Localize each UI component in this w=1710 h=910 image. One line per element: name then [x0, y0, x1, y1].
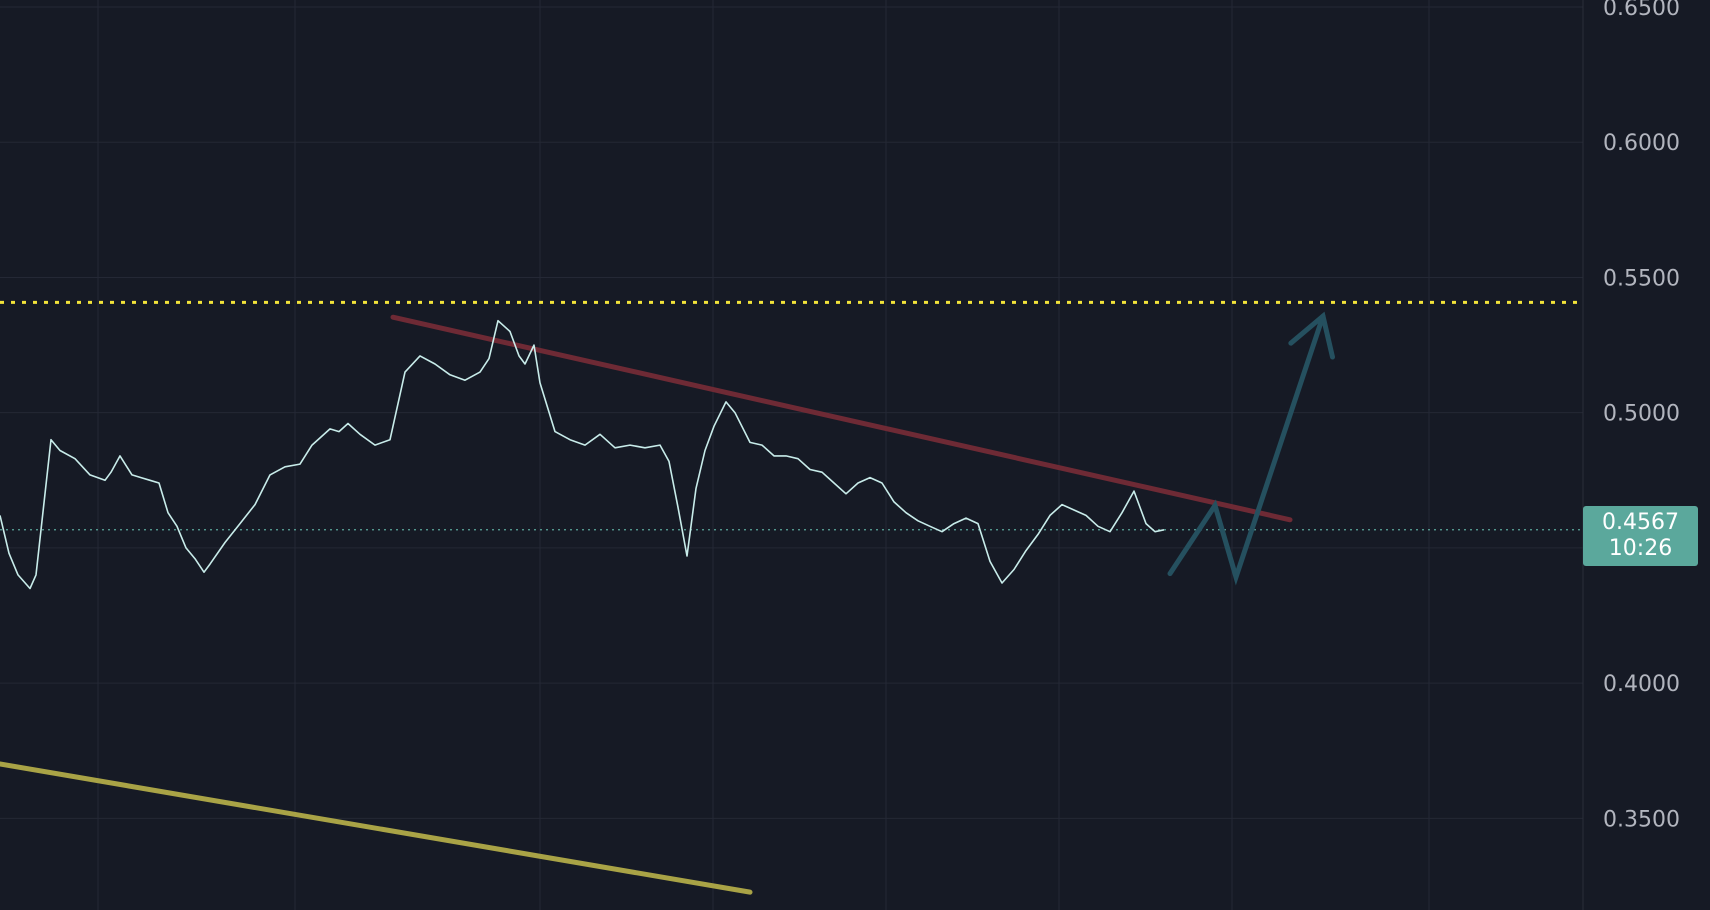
price-series	[0, 319, 1165, 590]
horizontal-gridlines	[0, 6, 1583, 819]
projection-line[interactable]	[1167, 313, 1326, 586]
y-tick-label: 0.6000	[1603, 131, 1680, 156]
y-tick-label: 0.5500	[1603, 266, 1680, 291]
price-axis-labels: 0.6500 0.6000 0.5500 0.5000 0.4000 0.3500	[1603, 0, 1680, 832]
projection-path[interactable]	[1167, 311, 1336, 586]
y-tick-label: 0.4000	[1603, 672, 1680, 697]
trendline-0[interactable]	[390, 314, 1293, 523]
price-line	[0, 319, 1165, 590]
projection-arrowhead	[1288, 311, 1336, 360]
trendlines[interactable]	[0, 314, 1293, 895]
current-price-tag: 0.4567 10:26	[1583, 506, 1698, 566]
trendline-1[interactable]	[0, 761, 753, 895]
y-tick-label: 0.5000	[1603, 402, 1680, 427]
y-tick-label: 0.3500	[1603, 807, 1680, 832]
vertical-gridlines	[97, 0, 1430, 910]
candle-countdown: 10:26	[1608, 536, 1673, 561]
current-price-value: 0.4567	[1602, 510, 1679, 535]
y-tick-label: 0.6500	[1603, 0, 1680, 21]
